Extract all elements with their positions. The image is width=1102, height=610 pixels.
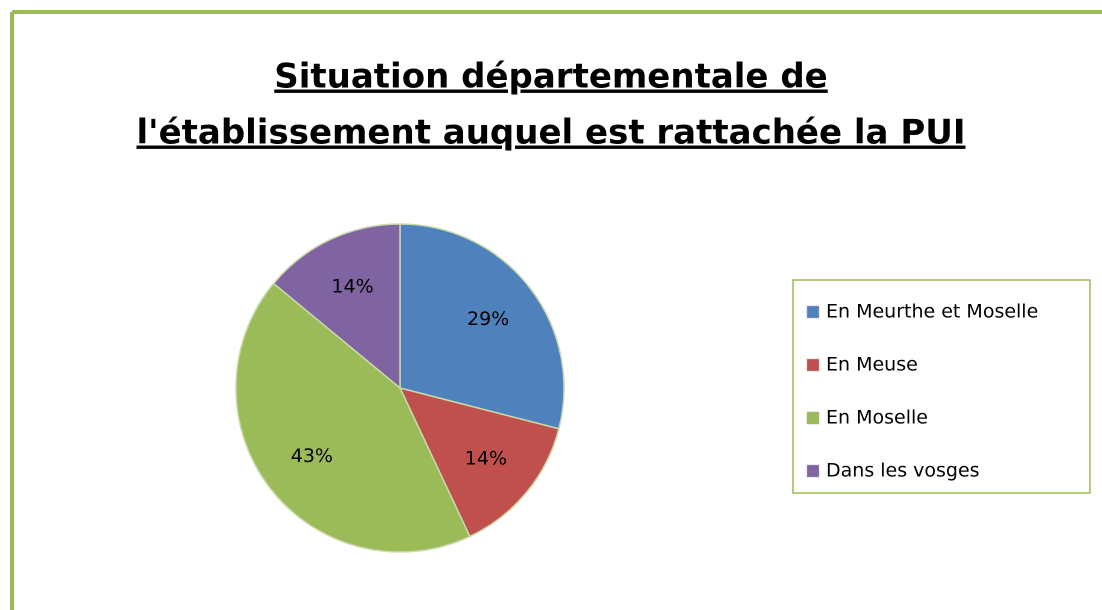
legend-box — [792, 279, 1091, 494]
value-label: 29% — [467, 308, 509, 330]
legend-swatch — [806, 305, 820, 319]
pie-slice — [235, 282, 471, 553]
legend-swatch — [806, 411, 820, 425]
legend-swatch — [806, 464, 820, 478]
legend-label: En Moselle — [826, 407, 928, 429]
pie-slice — [399, 223, 565, 430]
value-label: 14% — [465, 448, 507, 470]
legend-swatch — [806, 358, 820, 372]
value-label: 14% — [331, 276, 373, 298]
chart-title: l'établissement auquel est rattachée la … — [137, 113, 966, 153]
legend-label: Dans les vosges — [826, 460, 980, 482]
legend-label: En Meuse — [826, 354, 918, 376]
legend-label: En Meurthe et Moselle — [826, 301, 1038, 323]
value-label: 43% — [291, 445, 333, 467]
pie-slice — [398, 386, 560, 538]
chart-title: Situation départementale de — [274, 57, 827, 97]
pie-slice — [272, 223, 401, 390]
